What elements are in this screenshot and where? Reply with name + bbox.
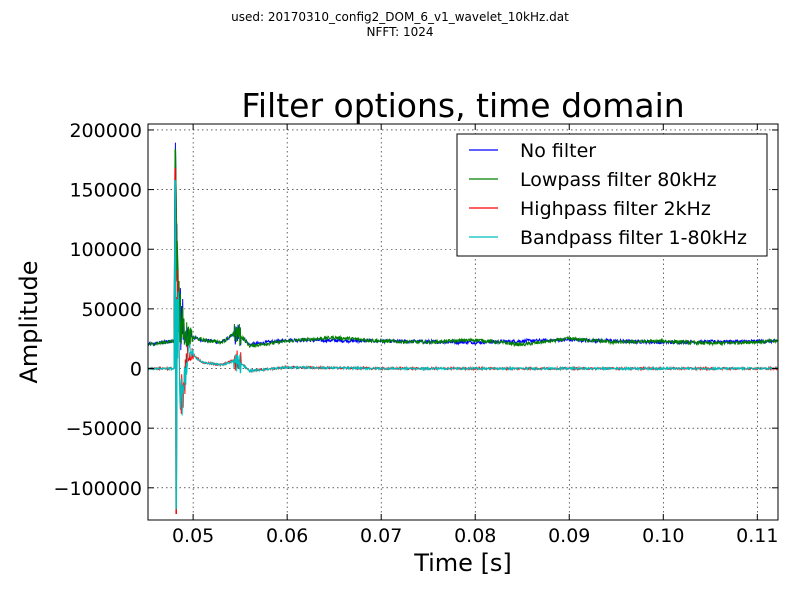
suptitle-used: used: 20170310_config2_DOM_6_v1_wavelet_… bbox=[231, 10, 569, 24]
x-axis-label: Time [s] bbox=[413, 549, 512, 577]
y-tick-label: 150000 bbox=[69, 180, 142, 202]
legend-label: Highpass filter 2kHz bbox=[520, 198, 711, 220]
axis-ticks: 0.05 0.06 0.07 0.08 0.09 0.10 0.11 200000 150000… bbox=[54, 120, 779, 547]
x-tick-label: 0.07 bbox=[360, 525, 402, 547]
legend-box bbox=[456, 133, 768, 257]
legend: No filter Lowpass filter 80kHz Highpass fi… bbox=[456, 133, 768, 257]
series-line bbox=[148, 234, 778, 427]
plot-frame bbox=[147, 123, 779, 521]
x-tick-label: 0.11 bbox=[736, 525, 778, 547]
y-tick-label: 50000 bbox=[82, 299, 142, 321]
x-tick-label: 0.09 bbox=[548, 525, 590, 547]
y-tick-label: 0 bbox=[130, 359, 142, 381]
legend-label: Bandpass filter 1-80kHz bbox=[520, 227, 747, 249]
series-spike bbox=[173, 180, 178, 510]
legend-label: Lowpass filter 80kHz bbox=[520, 169, 717, 191]
y-tick-label: −100000 bbox=[54, 478, 142, 500]
suptitle-nfft: NFFT: 1024 bbox=[366, 25, 434, 39]
x-tick-label: 0.05 bbox=[172, 525, 214, 547]
chart-title: Filter options, time domain bbox=[241, 86, 684, 125]
series-line bbox=[148, 169, 778, 349]
x-tick-label: 0.08 bbox=[454, 525, 496, 547]
y-tick-label: 100000 bbox=[69, 239, 142, 261]
legend-label: No filter bbox=[520, 140, 596, 162]
y-tick-label: 200000 bbox=[69, 120, 142, 142]
y-tick-label: −50000 bbox=[66, 418, 142, 440]
series-lines bbox=[148, 142, 778, 515]
y-axis-label: Amplitude bbox=[15, 261, 43, 384]
x-tick-label: 0.10 bbox=[642, 525, 684, 547]
x-tick-label: 0.06 bbox=[266, 525, 308, 547]
